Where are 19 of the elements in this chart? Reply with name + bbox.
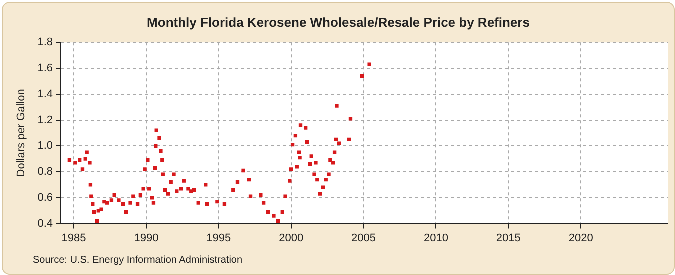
x-tick-label: 2020 — [568, 232, 594, 244]
y-tick-label: 1.2 — [38, 114, 53, 126]
y-axis-title: Dollars per Gallon — [16, 89, 28, 178]
x-tick-label: 1995 — [206, 232, 232, 244]
source-note: Source: U.S. Energy Information Administration — [33, 255, 243, 266]
x-tick-label: 2015 — [496, 232, 521, 244]
y-tick-label: 1.8 — [38, 36, 53, 49]
x-tick-label: 2005 — [352, 232, 376, 244]
y-tick-label: 0.6 — [38, 192, 53, 204]
y-tick-label: 1.0 — [38, 140, 53, 152]
chart-title: Monthly Florida Kerosene Wholesale/Resale Price by Refiners — [146, 15, 531, 30]
x-tick-label: 2010 — [424, 232, 448, 244]
x-tick-label: 2000 — [279, 232, 304, 244]
y-tick-label: 0.8 — [38, 166, 53, 178]
y-tick-label: 1.4 — [38, 88, 53, 100]
y-tick-label: 0.4 — [38, 218, 53, 230]
y-tick-label: 1.6 — [38, 62, 53, 75]
x-tick-label: 1985 — [62, 232, 86, 244]
x-tick-label: 1990 — [134, 232, 159, 244]
